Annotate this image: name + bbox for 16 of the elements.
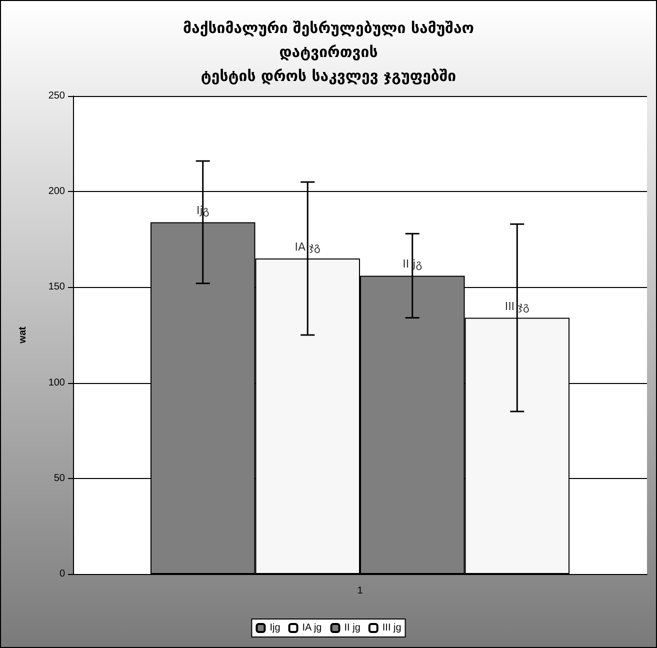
data-label: II jგ	[402, 258, 422, 271]
legend-label: IA jg	[302, 622, 322, 634]
chart-title: მაქსიმალური შესრულებული სამუშაო დატვირთვის ტესტის დროს საკვლევ ჯგუფებში	[183, 19, 474, 85]
y-tick-label: 200	[48, 186, 66, 198]
y-axis-title: wat	[18, 326, 28, 344]
y-tick-label: 50	[54, 472, 66, 484]
legend-label: Ijg	[270, 622, 280, 634]
y-tick-label: 0	[59, 568, 66, 580]
legend-label: II jg	[344, 622, 360, 634]
data-label: III ჯგ	[504, 300, 530, 313]
y-tick-label: 250	[48, 90, 66, 102]
x-tick-label: 1	[357, 586, 364, 596]
y-tick-label: 100	[48, 377, 66, 388]
data-label: IA ჯგ	[294, 240, 320, 254]
y-tick-label: 150	[48, 282, 66, 293]
legend-label: III jg	[382, 622, 402, 634]
